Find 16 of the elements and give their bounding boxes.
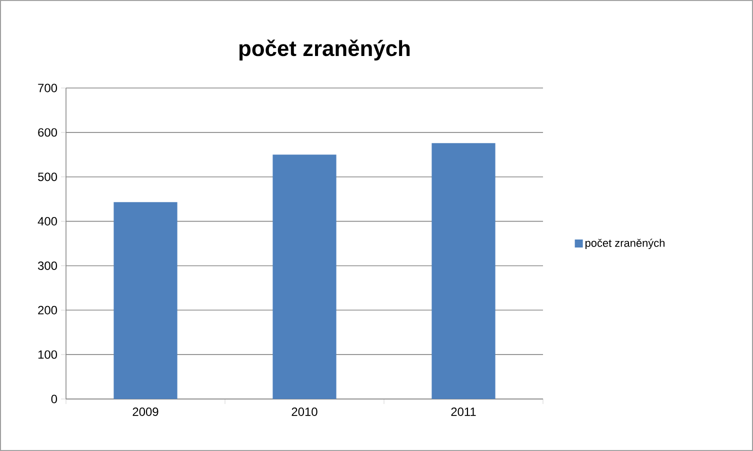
bar [272, 154, 336, 399]
bar [114, 202, 178, 399]
legend-label: počet zraněných [586, 238, 664, 250]
y-tick-label: 500 [38, 172, 58, 182]
x-tick-label: 2010 [292, 408, 318, 416]
y-tick-label: 0 [51, 394, 58, 404]
y-tick-label: 700 [38, 84, 58, 92]
chart-title: počet zraněných [239, 40, 410, 61]
y-tick-label: 100 [38, 350, 58, 359]
y-tick-label: 400 [38, 217, 58, 226]
x-tick-label: 2009 [132, 408, 158, 416]
bar [432, 143, 496, 399]
y-tick-label: 300 [38, 261, 58, 270]
x-tick-label: 2011 [451, 408, 476, 416]
y-tick-label: 600 [38, 128, 58, 137]
y-tick-label: 200 [38, 306, 58, 314]
